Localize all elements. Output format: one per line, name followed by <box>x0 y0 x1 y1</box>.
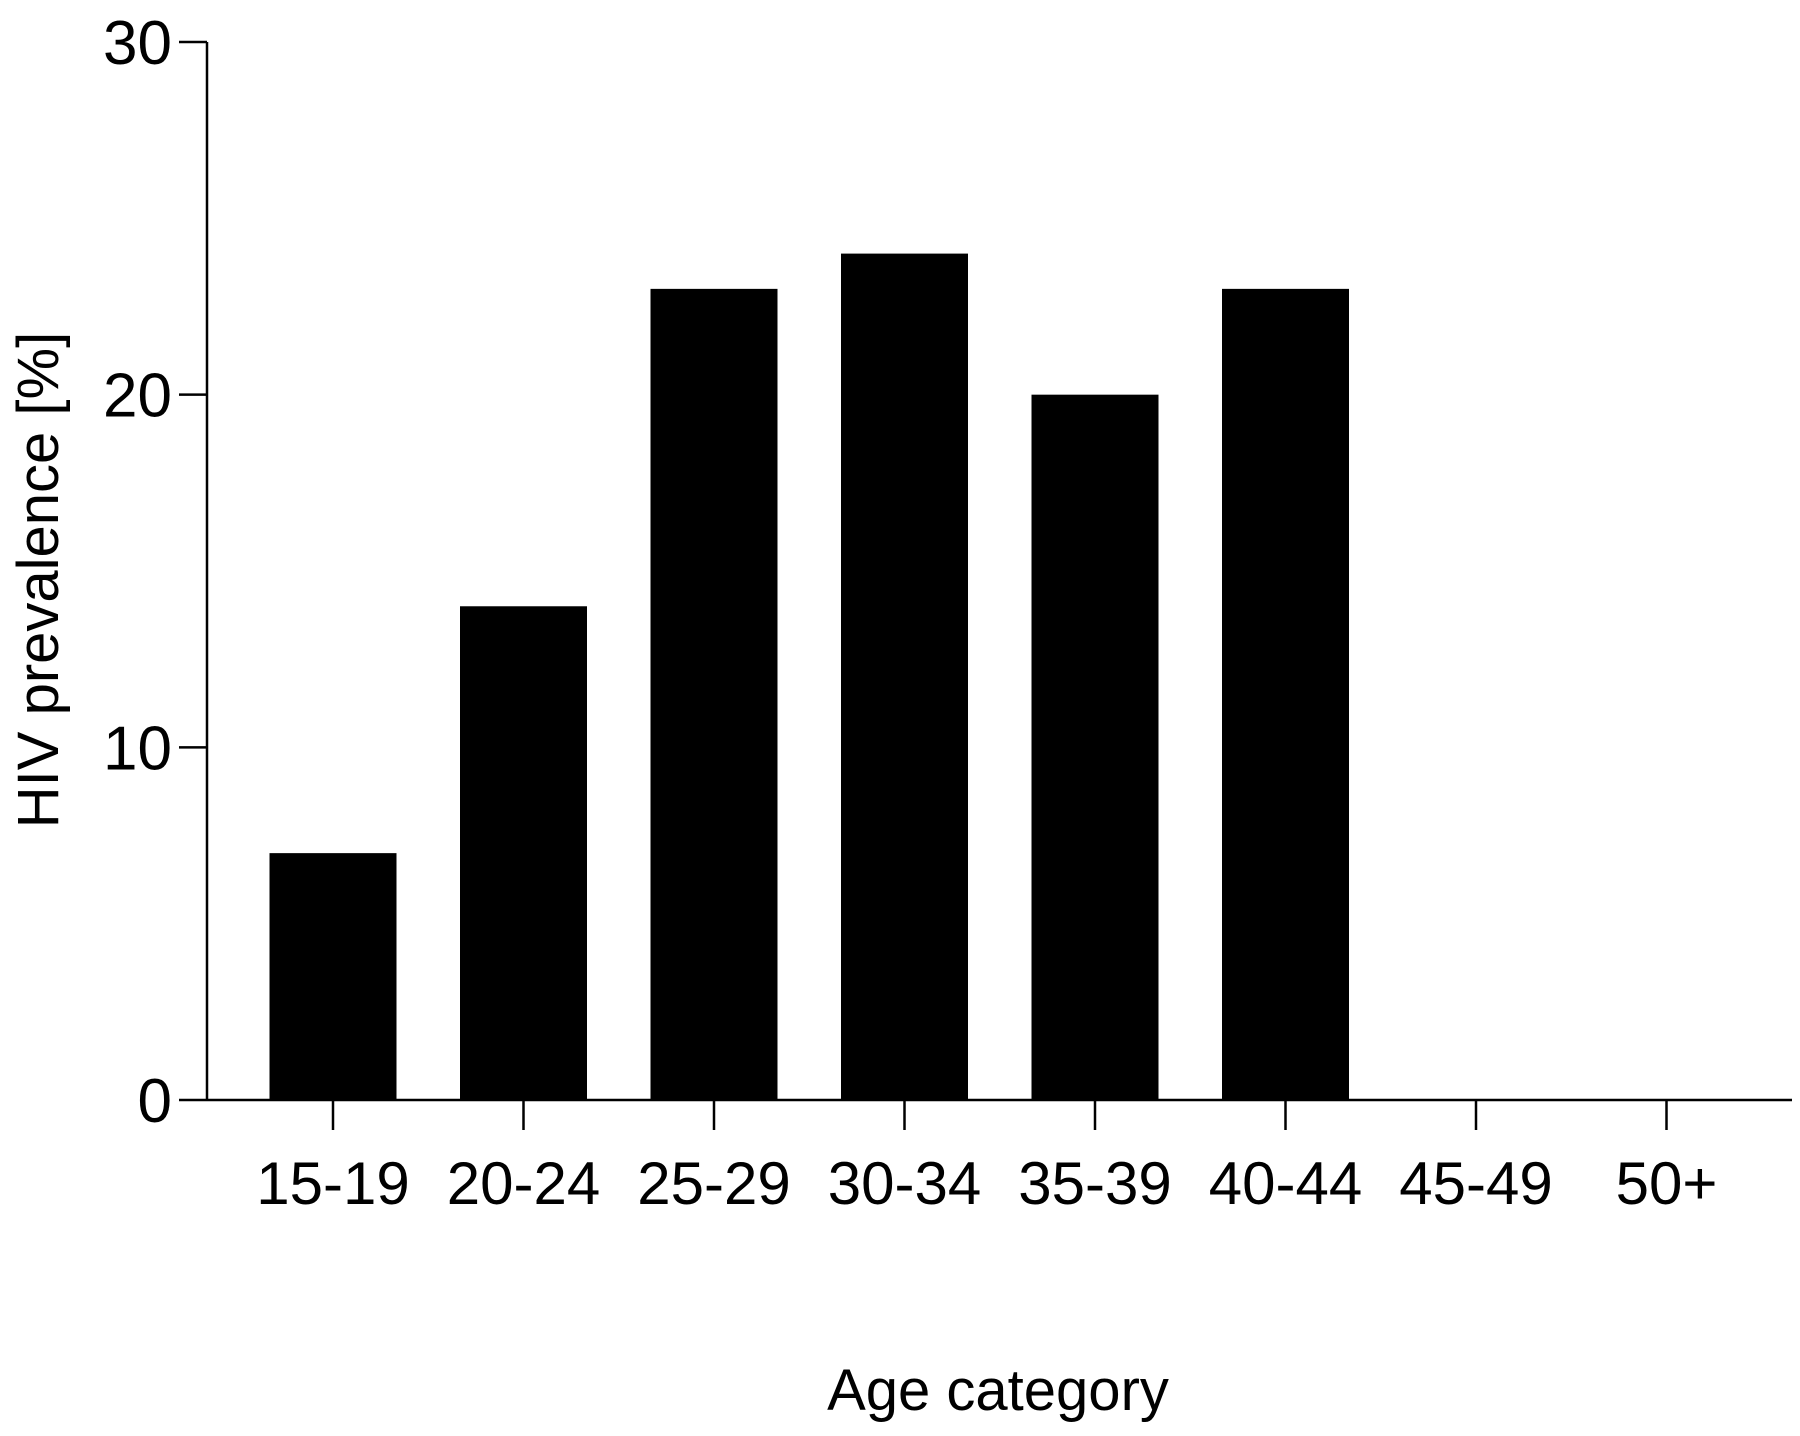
bars-layer <box>269 253 1349 1101</box>
bar-20-24 <box>460 606 587 1100</box>
x-tick-label-35-39: 35-39 <box>1018 1150 1171 1217</box>
y-tick-label-20: 20 <box>103 362 172 431</box>
x-tick-label-15-19: 15-19 <box>256 1150 409 1217</box>
bar-15-19 <box>269 853 397 1100</box>
x-tick-label-50+: 50+ <box>1616 1150 1718 1217</box>
y-tick-label-30: 30 <box>103 9 172 78</box>
x-tick-label-40-44: 40-44 <box>1209 1150 1362 1217</box>
axes-layer <box>205 42 1792 1102</box>
bar-30-34 <box>841 253 968 1101</box>
x-tick-label-20-24: 20-24 <box>447 1150 600 1217</box>
bar-35-39 <box>1031 394 1159 1101</box>
y-ticks: 0 10 20 30 <box>103 9 207 1136</box>
x-tick-label-30-34: 30-34 <box>828 1150 981 1217</box>
x-axis-label: Age category <box>827 1358 1169 1423</box>
y-axis-label: HIV prevalence [%] <box>6 332 71 828</box>
y-tick-label-10: 10 <box>103 714 172 783</box>
x-tick-label-45-49: 45-49 <box>1399 1150 1552 1217</box>
x-ticks: 15-19 20-24 25-29 30-34 35-39 40-44 45-49 50+ <box>256 1100 1717 1217</box>
bar-40-44 <box>1222 288 1349 1100</box>
bar-25-29 <box>650 288 778 1100</box>
x-tick-label-25-29: 25-29 <box>637 1150 790 1217</box>
y-tick-label-0: 0 <box>138 1067 172 1136</box>
